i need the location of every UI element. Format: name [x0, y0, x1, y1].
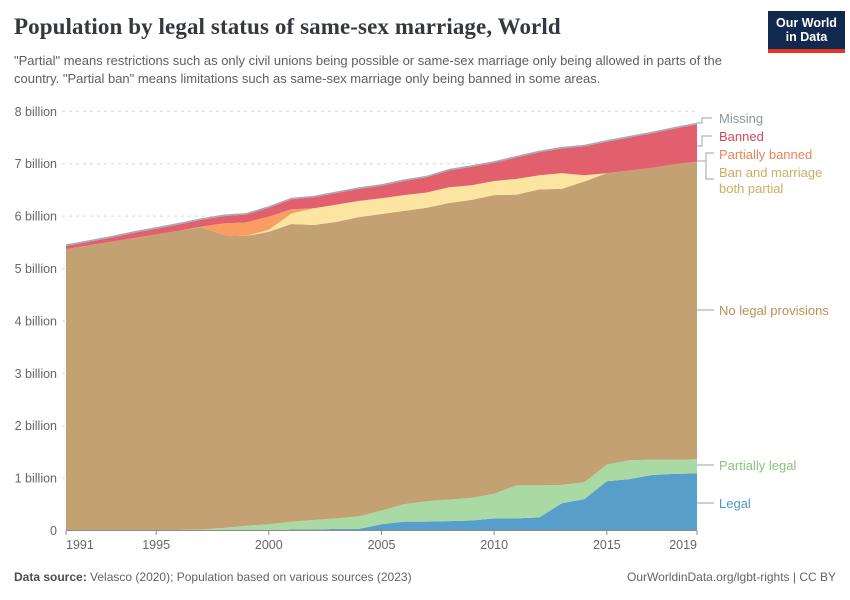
owid-logo[interactable]: Our World in Data: [768, 11, 845, 53]
legend-connector-lines: [697, 117, 714, 504]
y-tick-label: 3 billion: [15, 367, 57, 381]
y-tick-label: 2 billion: [15, 419, 57, 433]
legend-item-legal[interactable]: Legal: [719, 496, 751, 511]
footer: Data source: Velasco (2020); Population …: [14, 570, 836, 584]
x-tick-label-2010: 2010: [480, 538, 508, 552]
y-tick-label: 4 billion: [15, 314, 57, 328]
owid-logo-line2: in Data: [785, 30, 828, 44]
page-subtitle: "Partial" means restrictions such as onl…: [14, 53, 722, 87]
x-tick-label-2005: 2005: [368, 538, 396, 552]
connector-banned: [697, 135, 712, 147]
x-tick-label-1995: 1995: [142, 538, 170, 552]
area-legal[interactable]: [66, 473, 697, 531]
footer-link[interactable]: OurWorldinData.org/lgbt-rights | CC BY: [627, 570, 836, 584]
area-ban-and-marriage-both-partial[interactable]: [66, 161, 697, 250]
area-no-legal-provisions[interactable]: [66, 161, 697, 531]
x-tick-label-1991: 1991: [66, 538, 94, 552]
area-partially-banned[interactable]: [66, 161, 697, 250]
y-tick-label: 8 billion: [15, 105, 57, 119]
y-tick-label: 6 billion: [15, 210, 57, 224]
area-banned[interactable]: [66, 124, 697, 250]
x-tick-label-2015: 2015: [593, 538, 621, 552]
y-tick-label: 0: [50, 524, 57, 538]
legend-item-partially-banned[interactable]: Partially banned: [719, 147, 813, 162]
legend-item-ban-and-marriage-both-partial[interactable]: Ban and marriage both partial: [719, 165, 823, 196]
page-title: Population by legal status of same-sex m…: [14, 14, 561, 39]
legend-item-missing[interactable]: Missing: [719, 111, 764, 126]
stacked-areas: [66, 122, 697, 531]
x-tick-label-2019: 2019: [669, 538, 697, 552]
data-source-note: Data source: Velasco (2020); Population …: [14, 570, 412, 584]
connector-missing: [697, 117, 712, 124]
y-tick-label: 7 billion: [15, 157, 57, 171]
area-partially-legal[interactable]: [66, 459, 697, 531]
connector-partial-bracket: [705, 152, 714, 180]
legend-item-partially-legal[interactable]: Partially legal: [719, 458, 797, 473]
legend-item-banned[interactable]: Banned: [719, 129, 764, 144]
legend-item-no-legal-provisions[interactable]: No legal provisions: [719, 303, 829, 318]
x-axis: 1991 1995 2000 2005 2010 2015 2019: [65, 530, 698, 552]
y-tick-label: 5 billion: [15, 262, 57, 276]
data-source-text: Velasco (2020); Population based on vari…: [86, 570, 412, 584]
owid-logo-line1: Our World: [776, 15, 837, 30]
area-missing[interactable]: [66, 122, 697, 246]
y-tick-label: 1 billion: [15, 472, 57, 486]
x-tick-label-2000: 2000: [255, 538, 283, 552]
data-source-label: Data source:: [14, 570, 87, 584]
